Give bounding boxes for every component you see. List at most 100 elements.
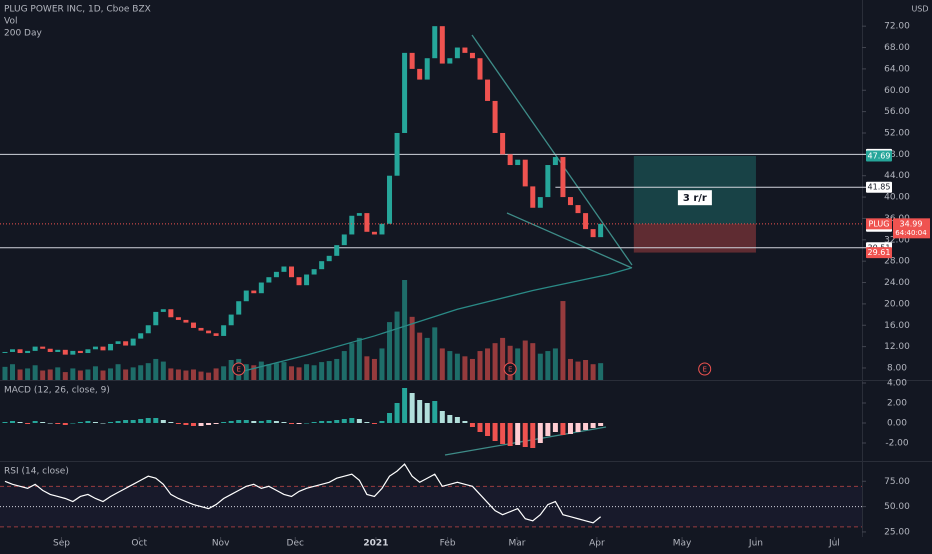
volume-bar bbox=[47, 369, 53, 380]
candle-body bbox=[115, 341, 121, 344]
candle-body bbox=[213, 333, 219, 336]
y-tick-label: -2.00 bbox=[885, 439, 909, 449]
macd-bar bbox=[251, 421, 257, 423]
x-tick-label: Sep bbox=[53, 539, 70, 549]
x-tick-label: Mar bbox=[508, 539, 525, 549]
trend-line bbox=[471, 34, 633, 266]
x-tick-label: May bbox=[673, 539, 692, 549]
candle-body bbox=[469, 52, 475, 59]
macd-bar bbox=[175, 423, 181, 424]
volume-bar bbox=[402, 280, 408, 380]
candle-body bbox=[583, 213, 589, 230]
candle-body bbox=[477, 58, 483, 80]
volume-bar bbox=[409, 316, 415, 380]
x-tick-label: 2021 bbox=[363, 539, 388, 549]
macd-bar bbox=[417, 400, 423, 423]
volume-bar bbox=[100, 370, 106, 380]
macd-bar bbox=[379, 421, 385, 423]
candle-body bbox=[198, 327, 204, 331]
volume-bar bbox=[515, 348, 521, 380]
macd-bar bbox=[228, 421, 234, 423]
macd-bar bbox=[522, 423, 528, 447]
candle-body bbox=[138, 333, 144, 339]
position-target bbox=[633, 156, 756, 224]
volume-bar bbox=[32, 365, 38, 380]
macd-bar bbox=[319, 421, 325, 423]
macd-bar bbox=[130, 420, 136, 423]
currency: USD bbox=[911, 5, 928, 14]
earnings-marker bbox=[503, 362, 517, 376]
macd-bar bbox=[236, 420, 242, 423]
macd-bar bbox=[304, 423, 310, 424]
macd-bar bbox=[515, 423, 521, 445]
candle-body bbox=[25, 350, 31, 354]
candle-body bbox=[567, 197, 573, 206]
macd-bar bbox=[492, 423, 498, 441]
macd-bar bbox=[349, 418, 355, 423]
volume-bar bbox=[138, 365, 144, 380]
macd-bar bbox=[477, 423, 483, 432]
candle-body bbox=[108, 343, 114, 351]
macd-bar bbox=[190, 423, 196, 426]
candle-body bbox=[258, 282, 264, 294]
candle-body bbox=[32, 346, 38, 351]
candle-body bbox=[537, 197, 543, 208]
volume-bar bbox=[168, 368, 174, 380]
macd-bar bbox=[364, 422, 370, 423]
candle-body bbox=[424, 58, 430, 80]
y-tick-label: 40.00 bbox=[884, 193, 910, 203]
macd-bar bbox=[2, 422, 8, 423]
candle-body bbox=[17, 349, 23, 354]
y-tick-label: 50.00 bbox=[884, 502, 910, 512]
volume-bar bbox=[190, 369, 196, 380]
volume-bar bbox=[590, 364, 596, 380]
price-tag: 29.61 bbox=[868, 248, 891, 257]
macd-bar bbox=[371, 423, 377, 424]
candle-body bbox=[417, 68, 423, 80]
candle-body bbox=[273, 271, 279, 278]
price-tag-bg bbox=[866, 150, 892, 162]
candle-body bbox=[334, 245, 340, 256]
last-price-bg bbox=[893, 218, 930, 239]
macd-bar bbox=[85, 421, 91, 423]
y-tick-label: 8.00 bbox=[887, 363, 907, 373]
symbol-tag-bg bbox=[866, 218, 892, 230]
macd-bar bbox=[100, 423, 106, 424]
macd-bar bbox=[213, 423, 219, 424]
macd-bar bbox=[409, 393, 415, 423]
volume-bar bbox=[356, 337, 362, 380]
volume-bar bbox=[130, 367, 136, 380]
y-tick-label: 44.00 bbox=[884, 171, 910, 181]
y-tick-label: 20.00 bbox=[884, 299, 910, 309]
volume-bar bbox=[55, 367, 61, 380]
volume-bar bbox=[213, 368, 219, 380]
macd-bar bbox=[160, 420, 166, 423]
candle-body bbox=[402, 52, 408, 133]
x-tick-label: Feb bbox=[440, 539, 456, 549]
candle-body bbox=[77, 350, 83, 354]
x-tick-label: Jul bbox=[828, 539, 840, 549]
macd-bar bbox=[47, 423, 53, 424]
macd-bar bbox=[198, 423, 204, 426]
candle-body bbox=[130, 338, 136, 346]
candle-body bbox=[243, 290, 249, 302]
y-tick-label: 12.00 bbox=[884, 342, 910, 352]
volume-bar bbox=[334, 358, 340, 380]
candle-body bbox=[575, 205, 581, 214]
candle-body bbox=[251, 290, 257, 294]
macd-bar bbox=[168, 422, 174, 423]
candle-body bbox=[500, 132, 506, 155]
symbol-tag: PLUG bbox=[869, 219, 890, 228]
volume-bar bbox=[371, 358, 377, 380]
volume-bar bbox=[40, 370, 46, 380]
volume-bar bbox=[575, 361, 581, 380]
macd-bar bbox=[123, 420, 129, 423]
macd-bar bbox=[356, 419, 362, 423]
volume-bar bbox=[485, 348, 491, 380]
volume-bar bbox=[92, 366, 98, 380]
rsi-band bbox=[0, 486, 862, 527]
volume-bar bbox=[530, 343, 536, 380]
macd-bar bbox=[10, 421, 16, 423]
macd-bar bbox=[341, 419, 347, 423]
